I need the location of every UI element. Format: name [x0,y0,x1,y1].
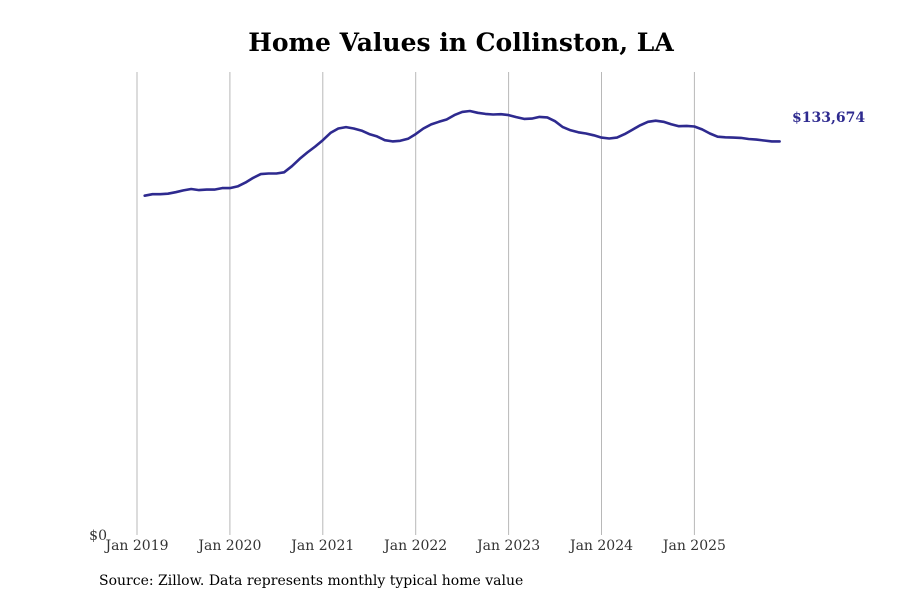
source-note: Source: Zillow. Data represents monthly … [99,573,524,589]
x-tick-label: Jan 2021 [289,538,354,554]
series-group [143,109,781,197]
x-tick-label: Jan 2024 [568,538,633,554]
x-tick-label: Jan 2019 [103,538,168,554]
y-axis-tick-labels: $0 [89,528,107,544]
series-line [143,109,781,197]
x-tick-label: Jan 2023 [475,538,540,554]
x-tick-label: Jan 2025 [661,538,726,554]
chart-title: Home Values in Collinston, LA [248,28,674,57]
end-value-label: $133,674 [792,110,865,126]
x-axis-tick-labels: Jan 2019 Jan 2020 Jan 2021 Jan 2022 Jan 2023… [103,538,725,554]
y-tick-label: $0 [89,528,107,544]
x-tick-label: Jan 2022 [382,538,447,554]
x-tick-label: Jan 2020 [196,538,261,554]
vertical-gridlines [136,72,695,535]
